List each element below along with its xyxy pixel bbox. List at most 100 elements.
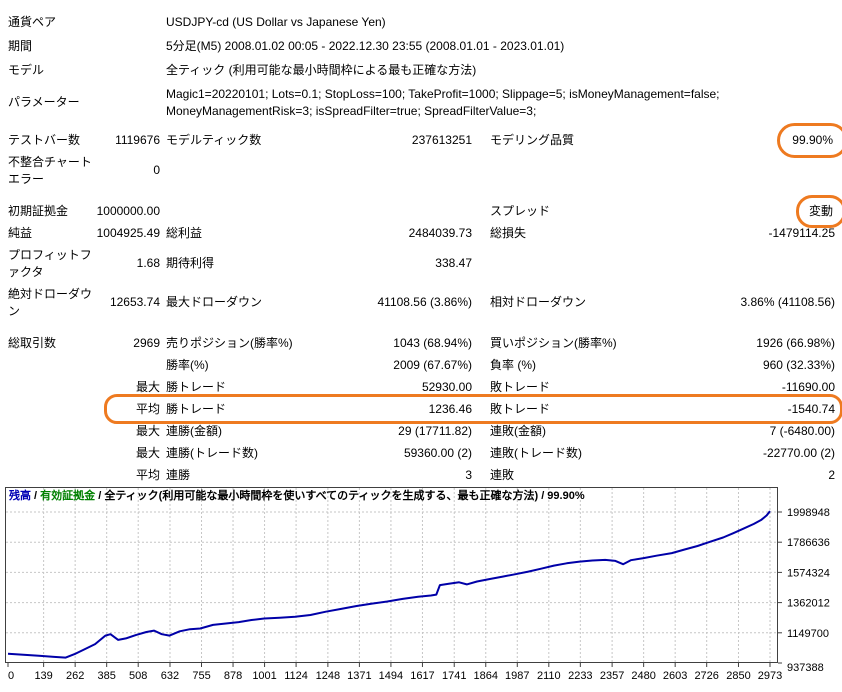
- x-tick-label: 1617: [410, 670, 434, 682]
- stats-section: テストバー数 1119676 モデルティック数 237613251 モデリング品質 99.…: [0, 122, 842, 190]
- stat-label: テストバー数: [8, 132, 81, 147]
- header-row-value: 5分足(M5) 2008.01.02 00:05 - 2022.12.30 23…: [166, 38, 565, 53]
- x-tick-label: 2357: [600, 670, 624, 682]
- stat-value: 最大: [135, 445, 160, 460]
- x-tick-label: 2850: [726, 670, 750, 682]
- table-row: 最大 連勝(トレード数) 59360.00 (2) 連敗(トレード数) -22770.0…: [0, 442, 842, 464]
- y-tick-label: 1362012: [787, 598, 830, 610]
- stat-value: 2009 (67.67%): [393, 357, 472, 372]
- stat-value: 59360.00 (2): [403, 445, 472, 460]
- x-tick-label: 262: [66, 670, 84, 682]
- report-stats-table: テストバー数 1119676 モデルティック数 237613251 モデリング品質 99.…: [0, 122, 842, 486]
- stat-value: 338.47: [435, 256, 472, 270]
- x-tick-label: 139: [34, 670, 52, 682]
- stat-label: スプレッド: [490, 203, 551, 218]
- x-tick-label: 755: [192, 670, 210, 682]
- stat-value: 最大: [135, 423, 160, 438]
- balance-chart: 0 139 262 385 508 632 755 878 1001 1124 1248 1371 14…: [5, 487, 842, 689]
- x-tick-label: 1001: [252, 670, 276, 682]
- table-row: テストバー数 1119676 モデルティック数 237613251 モデリング品質 99.…: [0, 122, 842, 158]
- x-tick-label: 1124: [284, 670, 308, 682]
- stat-label: 初期証拠金: [8, 203, 69, 218]
- stat-label: 絶対ドローダウン: [8, 286, 93, 318]
- stat-value: 2484039.73: [408, 225, 472, 240]
- balance-chart-canvas: 0 139 262 385 508 632 755 878 1001 1124 1248 1371 14…: [5, 487, 830, 682]
- table-row: 最大 勝トレード 52930.00 敗トレード -11690.00: [0, 376, 842, 398]
- y-tick-label: 1574324: [787, 567, 830, 579]
- stat-label: 勝率(%): [166, 357, 209, 372]
- chart-border: [5, 487, 778, 663]
- stat-value: 12653.74: [109, 295, 160, 309]
- stat-label: 売りポジション(勝率%): [166, 335, 293, 350]
- table-row: 総取引数 2969 売りポジション(勝率%) 1043 (68.94%) 買いポジション…: [0, 332, 842, 354]
- y-tick-label: 1786636: [787, 537, 830, 549]
- header-row-value: 全ティック (利用可能な最小時間枠による最も正確な方法): [166, 62, 477, 77]
- y-tick-label: 1998948: [787, 507, 830, 519]
- stat-value: -1479114.25: [768, 225, 835, 240]
- x-tick-label: 2726: [694, 670, 718, 682]
- stat-value: 29 (17711.82): [398, 423, 472, 438]
- stat-value: 1000000.00: [96, 203, 160, 218]
- table-row: 不整合チャートエラー 0: [0, 151, 842, 190]
- stat-label: 総取引数: [8, 335, 57, 350]
- stat-value: 2: [828, 467, 835, 482]
- stat-label: 連勝(金額): [166, 423, 222, 438]
- stat-value: 3.86% (41108.56): [740, 295, 835, 309]
- x-tick-label: 2110: [537, 670, 561, 682]
- stat-label: 連敗: [490, 467, 515, 482]
- x-tick-label: 632: [161, 670, 179, 682]
- table-row: 最大 連勝(金額) 29 (17711.82) 連敗(金額) 7 (-6480.00): [0, 420, 842, 442]
- stat-value: 平均: [135, 467, 160, 482]
- x-tick-label: 2480: [631, 670, 655, 682]
- stat-value: 1926 (66.98%): [756, 335, 835, 350]
- x-tick-label: 878: [224, 670, 242, 682]
- stats-section: 総取引数 2969 売りポジション(勝率%) 1043 (68.94%) 買いポジション…: [0, 332, 842, 486]
- header-row-value: Magic1=20220101; Lots=0.1; StopLoss=100;…: [166, 86, 720, 118]
- balance-curve: [7, 510, 771, 659]
- report-header-table: 通貨ペア USDJPY-cd (US Dollar vs Japanese Yen…: [0, 0, 842, 123]
- header-row-label: モデル: [8, 62, 45, 77]
- stat-label: 純益: [8, 225, 33, 240]
- header-row-label: パラメーター: [8, 95, 80, 109]
- x-tick-label: 1248: [316, 670, 340, 682]
- stat-value: 1.68: [136, 256, 160, 270]
- stat-label: 負率 (%): [490, 357, 536, 372]
- stat-label: プロフィットファクタ: [8, 247, 92, 279]
- header-row: 期間 5分足(M5) 2008.01.02 00:05 - 2022.12.30 …: [0, 34, 842, 58]
- stat-label: モデルティック数: [166, 132, 262, 147]
- x-tick-label: 1741: [442, 670, 466, 682]
- stat-label: 不整合チャートエラー: [8, 154, 92, 186]
- stat-value: 変動: [650, 194, 842, 228]
- stat-label: 総利益: [166, 225, 203, 240]
- stat-label: 相対ドローダウン: [490, 295, 587, 309]
- highlight-circle: 99.90%: [777, 122, 842, 158]
- stat-value: 960 (32.33%): [762, 357, 835, 372]
- stat-label: モデリング品質: [490, 132, 575, 147]
- stat-value: 2969: [133, 335, 160, 350]
- chart-title: 残高 / 有効証拠金 / 全ティック(利用可能な最小時間枠を使いすべてのティック…: [9, 488, 585, 502]
- table-row: 純益 1004925.49 総利益 2484039.73 総損失 -1479114.25: [0, 222, 842, 244]
- stat-value: 99.90%: [650, 122, 842, 158]
- stat-label: 勝トレード: [166, 379, 227, 394]
- x-tick-label: 0: [8, 670, 14, 682]
- highlight-circle: 変動: [795, 194, 842, 228]
- x-tick-label: 2973: [758, 670, 782, 682]
- header-row: 通貨ペア USDJPY-cd (US Dollar vs Japanese Yen…: [0, 10, 842, 34]
- table-row: 平均 連勝 3 連敗 2: [0, 464, 842, 486]
- stat-label: 期待利得: [166, 256, 215, 270]
- stats-section: 初期証拠金 1000000.00 スプレッド 変動 純益 1004925.49 総利益 248…: [0, 194, 842, 322]
- table-row: 初期証拠金 1000000.00 スプレッド 変動: [0, 194, 842, 228]
- y-tick-label: 937388: [787, 662, 824, 674]
- stat-value: 41108.56 (3.86%): [377, 295, 472, 309]
- stat-value: 1043 (68.94%): [393, 335, 472, 350]
- header-row: パラメーター Magic1=20220101; Lots=0.1; StopLos…: [0, 82, 842, 123]
- stat-value: 52930.00: [421, 379, 472, 394]
- stat-value: -22770.00 (2): [762, 445, 835, 460]
- stat-value: -11690.00: [781, 379, 835, 394]
- stat-label: 連敗(金額): [490, 423, 546, 438]
- stat-label: 連敗(トレード数): [490, 445, 582, 460]
- stat-value: -1540.74: [787, 401, 835, 416]
- x-tick-label: 1987: [505, 670, 529, 682]
- stat-label: 最大ドローダウン: [166, 295, 263, 309]
